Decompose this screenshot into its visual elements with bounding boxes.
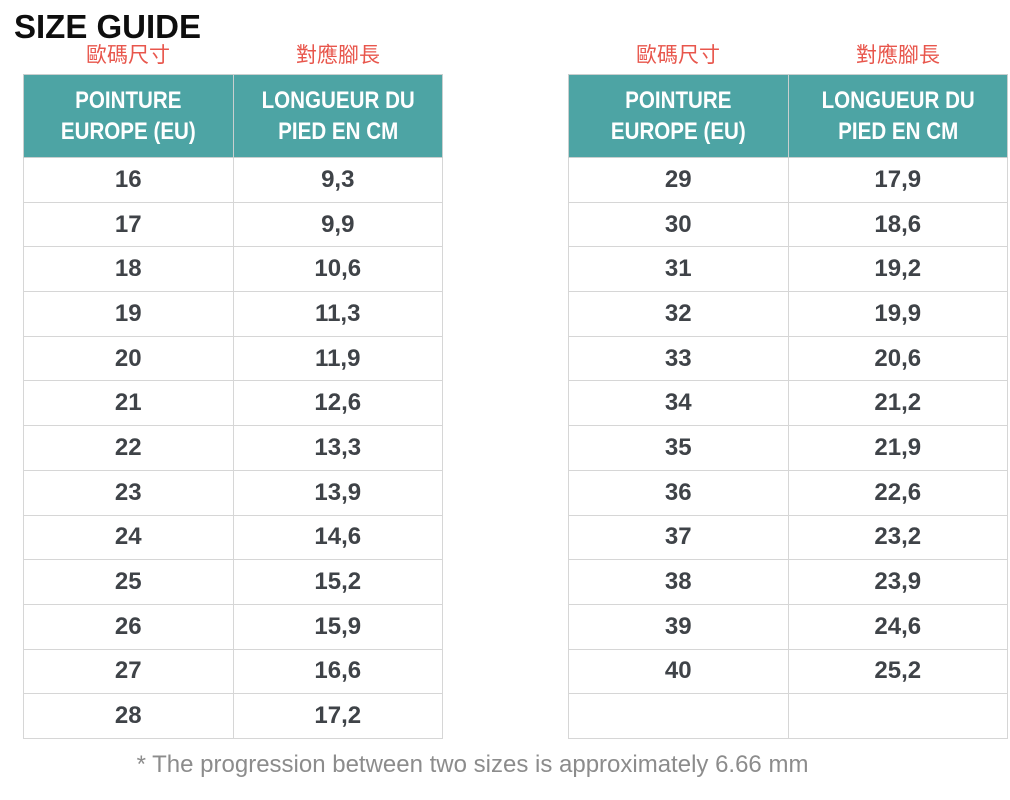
foot-length-cell: 24,6 xyxy=(787,603,1008,650)
table-row: 16 9,3 xyxy=(23,157,443,203)
table-row: 17 9,9 xyxy=(23,201,443,248)
eu-size-cell: 26 xyxy=(23,603,234,650)
foot-length-cell: 18,6 xyxy=(787,201,1008,248)
foot-length-cell: 19,9 xyxy=(787,291,1008,337)
foot-length-cell: 11,9 xyxy=(232,335,443,382)
eu-size-cell xyxy=(568,693,789,739)
eu-size-cell: 34 xyxy=(568,380,789,427)
table-row: 37 23,2 xyxy=(568,514,1008,561)
size-table-section-eu-16-28: 歐碼尺寸 對應腳長 POINTURE EUROPE (EU) LONGUEUR … xyxy=(23,41,443,739)
footnote: * The progression between two sizes is a… xyxy=(136,751,809,778)
table-row: 26 15,9 xyxy=(23,603,443,650)
eu-size-cell: 36 xyxy=(568,469,789,516)
table-row: 21 12,6 xyxy=(23,380,443,427)
table-row: 22 13,3 xyxy=(23,425,443,471)
eu-size-cell: 27 xyxy=(23,648,234,695)
foot-length-cell: 17,2 xyxy=(232,693,443,739)
eu-size-cell: 32 xyxy=(568,291,789,337)
cn-labels-row: 歐碼尺寸 對應腳長 xyxy=(568,41,1008,74)
foot-length-cell: 9,3 xyxy=(232,157,443,203)
eu-size-cell: 38 xyxy=(568,559,789,605)
eu-size-cell: 39 xyxy=(568,603,789,650)
table-row: 19 11,3 xyxy=(23,291,443,337)
eu-size-cell: 31 xyxy=(568,246,789,293)
foot-length-cell: 21,9 xyxy=(787,425,1008,471)
foot-length-cell: 22,6 xyxy=(787,469,1008,516)
cn-label-eu-size: 歐碼尺寸 xyxy=(636,44,720,67)
table-row: 27 16,6 xyxy=(23,648,443,695)
eu-size-cell: 35 xyxy=(568,425,789,471)
table-row: 30 18,6 xyxy=(568,201,1008,248)
foot-length-cell: 13,9 xyxy=(232,469,443,516)
eu-size-cell: 16 xyxy=(23,157,234,203)
foot-length-cell: 20,6 xyxy=(787,335,1008,382)
size-table: POINTURE EUROPE (EU) LONGUEUR DU PIED EN… xyxy=(23,74,443,739)
eu-size-cell: 23 xyxy=(23,469,234,516)
table-row: 38 23,9 xyxy=(568,559,1008,605)
eu-size-cell: 37 xyxy=(568,514,789,561)
header-eu-size: POINTURE EUROPE (EU) xyxy=(568,74,789,158)
foot-length-cell: 9,9 xyxy=(232,201,443,248)
table-row: 35 21,9 xyxy=(568,425,1008,471)
header-row: POINTURE EUROPE (EU) LONGUEUR DU PIED EN… xyxy=(568,74,1008,158)
table-row: 34 21,2 xyxy=(568,380,1008,427)
eu-size-cell: 18 xyxy=(23,246,234,293)
eu-size-cell: 33 xyxy=(568,335,789,382)
eu-size-cell: 29 xyxy=(568,157,789,203)
cn-label-foot-length: 對應腳長 xyxy=(856,44,940,67)
foot-length-cell: 14,6 xyxy=(232,514,443,561)
foot-length-cell: 11,3 xyxy=(232,291,443,337)
eu-size-cell: 25 xyxy=(23,559,234,605)
table-row: 31 19,2 xyxy=(568,246,1008,293)
foot-length-cell: 12,6 xyxy=(232,380,443,427)
table-row: 23 13,9 xyxy=(23,469,443,516)
table-row: 29 17,9 xyxy=(568,157,1008,203)
table-row: 25 15,2 xyxy=(23,559,443,605)
table-row: 33 20,6 xyxy=(568,335,1008,382)
table-row: 40 25,2 xyxy=(568,648,1008,695)
table-row: 24 14,6 xyxy=(23,514,443,561)
cn-labels-row: 歐碼尺寸 對應腳長 xyxy=(23,41,443,74)
foot-length-cell: 15,9 xyxy=(232,603,443,650)
eu-size-cell: 28 xyxy=(23,693,234,739)
foot-length-cell: 19,2 xyxy=(787,246,1008,293)
header-eu-size: POINTURE EUROPE (EU) xyxy=(23,74,234,158)
cn-label-foot-length: 對應腳長 xyxy=(296,44,380,67)
foot-length-cell: 21,2 xyxy=(787,380,1008,427)
foot-length-cell: 23,9 xyxy=(787,559,1008,605)
table-row: 20 11,9 xyxy=(23,335,443,382)
header-foot-length: LONGUEUR DU PIED EN CM xyxy=(232,74,443,158)
foot-length-cell: 17,9 xyxy=(787,157,1008,203)
header-foot-length: LONGUEUR DU PIED EN CM xyxy=(787,74,1008,158)
foot-length-cell: 25,2 xyxy=(787,648,1008,695)
table-row: 28 17,2 xyxy=(23,693,443,739)
table-row xyxy=(568,693,1008,739)
foot-length-cell: 16,6 xyxy=(232,648,443,695)
eu-size-cell: 40 xyxy=(568,648,789,695)
table-row: 36 22,6 xyxy=(568,469,1008,516)
page-title: SIZE GUIDE xyxy=(14,8,202,45)
foot-length-cell: 10,6 xyxy=(232,246,443,293)
eu-size-cell: 19 xyxy=(23,291,234,337)
eu-size-cell: 30 xyxy=(568,201,789,248)
table-row: 32 19,9 xyxy=(568,291,1008,337)
eu-size-cell: 17 xyxy=(23,201,234,248)
eu-size-cell: 24 xyxy=(23,514,234,561)
foot-length-cell xyxy=(787,693,1008,739)
eu-size-cell: 22 xyxy=(23,425,234,471)
eu-size-cell: 21 xyxy=(23,380,234,427)
cn-label-eu-size: 歐碼尺寸 xyxy=(86,44,170,67)
size-table: POINTURE EUROPE (EU) LONGUEUR DU PIED EN… xyxy=(568,74,1008,739)
table-row: 18 10,6 xyxy=(23,246,443,293)
foot-length-cell: 15,2 xyxy=(232,559,443,605)
foot-length-cell: 23,2 xyxy=(787,514,1008,561)
size-table-section-eu-29-40: 歐碼尺寸 對應腳長 POINTURE EUROPE (EU) LONGUEUR … xyxy=(568,41,1008,739)
eu-size-cell: 20 xyxy=(23,335,234,382)
header-row: POINTURE EUROPE (EU) LONGUEUR DU PIED EN… xyxy=(23,74,443,158)
foot-length-cell: 13,3 xyxy=(232,425,443,471)
table-row: 39 24,6 xyxy=(568,603,1008,650)
